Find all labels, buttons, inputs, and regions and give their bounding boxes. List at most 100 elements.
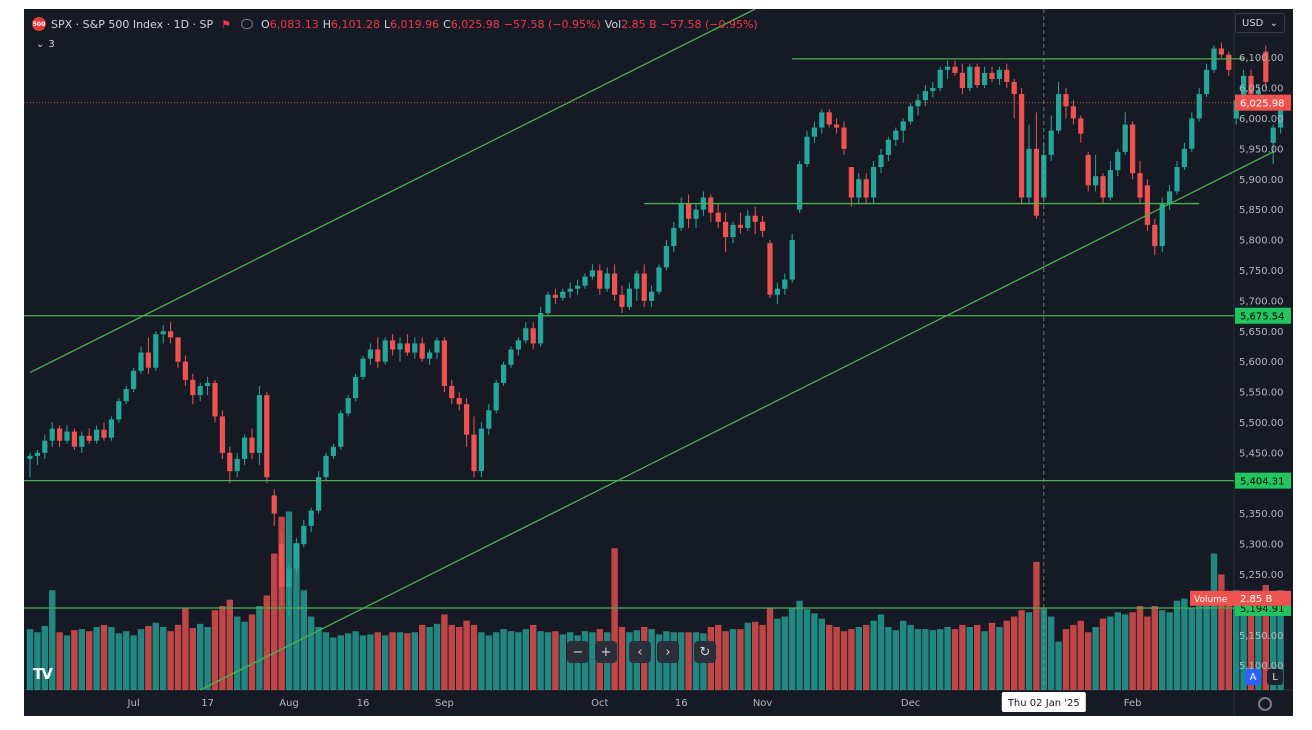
zoom-in-button[interactable]: + xyxy=(595,641,617,663)
scroll-left-button[interactable]: ‹ xyxy=(629,641,651,663)
volume-bar xyxy=(648,629,655,690)
candle-body xyxy=(412,343,418,353)
candle-body xyxy=(915,100,921,107)
volume-bar xyxy=(715,624,722,690)
volume-bar xyxy=(1136,606,1144,690)
chart-frame[interactable]: Thu 02 Jan '25 5,100.005,150.005,200.005… xyxy=(24,9,1293,716)
volume-bar xyxy=(115,633,122,690)
candles xyxy=(27,42,1284,618)
candle-body xyxy=(1144,185,1150,225)
visibility-icon[interactable] xyxy=(241,19,254,29)
volume-bar xyxy=(315,627,322,690)
candle-body xyxy=(1004,69,1010,82)
trend-line xyxy=(199,151,1274,691)
candle-body xyxy=(116,401,122,420)
time-axis[interactable]: Jul 17 Aug 16 Sep Oct 16 Nov Dec Feb xyxy=(127,698,1142,709)
volume-bar xyxy=(300,590,307,690)
price-tick-label: 5,750.00 xyxy=(1239,266,1284,277)
volume-bar xyxy=(833,627,840,690)
volume-bar xyxy=(507,631,515,690)
price-labels: 6,025.98 5,675.54 5,404.31 5,194.91 Volume 2.… xyxy=(1190,94,1291,616)
candle-body xyxy=(1107,170,1113,198)
volume-bar xyxy=(515,632,522,690)
volume-bar xyxy=(330,637,337,690)
volume-bar xyxy=(752,621,759,690)
volume-bar xyxy=(1055,641,1062,690)
volume-bar xyxy=(396,632,404,690)
candle-body xyxy=(353,376,359,399)
flag-icon[interactable]: ⚑ xyxy=(221,17,232,31)
candle-body xyxy=(86,435,92,441)
candle-body xyxy=(464,404,470,435)
volume-bar xyxy=(685,632,692,690)
volume-bar xyxy=(744,622,751,690)
price-axis[interactable]: 5,100.005,150.005,200.005,250.005,300.00… xyxy=(1239,23,1284,672)
drawing-lines xyxy=(24,9,1274,691)
candle-body xyxy=(1011,81,1017,95)
volume-bar xyxy=(937,629,944,690)
price-axis-label: 5,194.91 xyxy=(1240,604,1285,615)
volume-bar xyxy=(944,627,951,690)
volume-bar xyxy=(1003,620,1010,690)
price-tick-label: 5,600.00 xyxy=(1239,357,1284,368)
volume-bar xyxy=(478,632,485,690)
volume-bar xyxy=(130,635,137,690)
candle-body xyxy=(996,69,1002,79)
log-scale-button[interactable]: L xyxy=(1267,669,1283,685)
price-tick-label: 6,050.00 xyxy=(1239,84,1284,95)
volume-bar xyxy=(241,621,248,690)
volume-bar xyxy=(367,634,374,690)
candle-body xyxy=(567,288,573,292)
price-axis-label: 5,404.31 xyxy=(1240,477,1285,488)
candle-body xyxy=(552,294,558,298)
candle-body xyxy=(752,215,758,222)
vol-change-value: −57.58 (−0.95%) xyxy=(660,17,758,31)
candle-body xyxy=(693,209,699,219)
price-chart[interactable]: Thu 02 Jan '25 5,100.005,150.005,200.005… xyxy=(24,9,1293,716)
volume-bar xyxy=(1018,610,1025,690)
candle-body xyxy=(575,285,581,289)
tradingview-logo-icon[interactable]: TV xyxy=(33,665,53,683)
candle-body xyxy=(182,361,188,380)
volume-value-label: 2.85 B xyxy=(1240,594,1272,605)
zoom-out-button[interactable]: − xyxy=(567,641,589,663)
candle-body xyxy=(1263,51,1269,82)
candle-body xyxy=(560,291,566,298)
candle-body xyxy=(1152,224,1158,247)
volume-bar xyxy=(485,635,492,690)
volume-bar xyxy=(352,631,359,690)
volume-bar xyxy=(167,631,174,690)
close-value: 6,025.98 xyxy=(450,17,500,31)
indicators-toggle[interactable]: ⌄ 3 xyxy=(32,37,59,52)
candle-body xyxy=(1033,148,1039,216)
candle-body xyxy=(227,452,233,472)
price-tick-label: 5,500.00 xyxy=(1239,418,1284,429)
candle-body xyxy=(841,127,847,149)
reset-chart-button[interactable]: ↻ xyxy=(694,641,716,663)
candle-body xyxy=(1248,75,1254,95)
symbol-legend[interactable]: 500 SPX · S&P 500 Index · 1D · SP ⚑ O 6,0… xyxy=(32,16,762,32)
candle-body xyxy=(945,66,951,70)
volume-bar xyxy=(359,635,367,690)
symbol-title[interactable]: SPX · S&P 500 Index · 1D · SP xyxy=(51,17,214,31)
candle-body xyxy=(959,72,965,89)
indicators-count: 3 xyxy=(48,39,55,50)
price-tick-label: 6,000.00 xyxy=(1239,114,1284,125)
volume-bar xyxy=(26,629,34,690)
currency-selector[interactable]: USD ⌄ xyxy=(1235,13,1285,33)
volume-bar xyxy=(93,627,100,690)
volume-bar xyxy=(226,599,233,690)
candle-body xyxy=(153,334,159,368)
volume-bar xyxy=(974,624,981,690)
candle-body xyxy=(508,349,514,365)
volume-bar xyxy=(929,630,936,690)
auto-scale-button[interactable]: A xyxy=(1245,669,1261,685)
volume-bar xyxy=(411,632,418,690)
scroll-right-button[interactable]: › xyxy=(657,641,679,663)
candle-body xyxy=(974,66,980,86)
candle-body xyxy=(1226,54,1232,70)
volume-bar xyxy=(248,614,256,690)
currency-label: USD xyxy=(1242,17,1264,29)
candle-body xyxy=(1048,130,1054,155)
settings-gear-icon[interactable] xyxy=(1258,697,1272,711)
